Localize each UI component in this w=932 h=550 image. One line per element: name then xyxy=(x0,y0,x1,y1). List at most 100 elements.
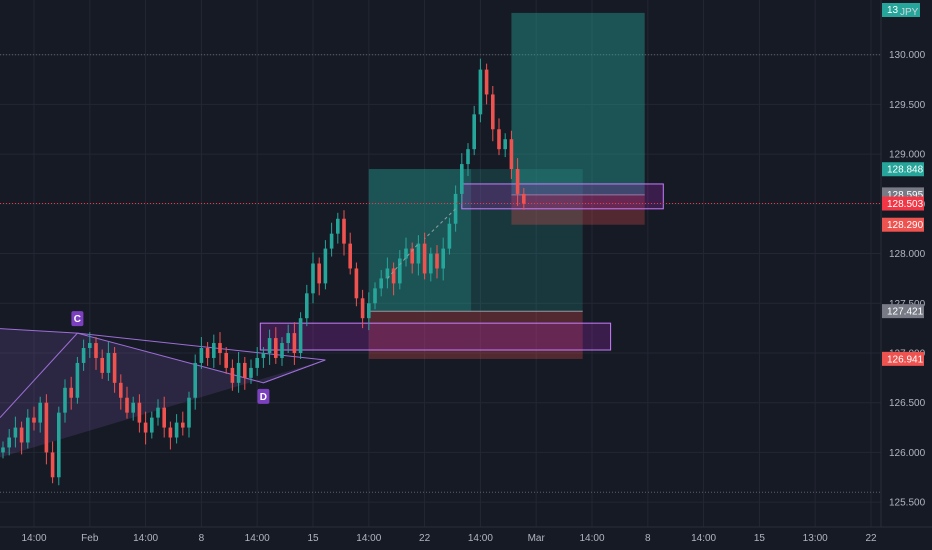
candle-body xyxy=(497,129,501,150)
candle-body xyxy=(100,357,104,373)
candle-body xyxy=(69,387,73,398)
candle-body xyxy=(342,218,346,244)
candle-body xyxy=(329,233,334,249)
x-tick-label: 14:00 xyxy=(579,533,604,544)
candle-body xyxy=(199,348,204,363)
price-tag-bg xyxy=(882,304,924,319)
candle-body xyxy=(491,94,495,130)
candle-body xyxy=(88,343,92,349)
candle-body xyxy=(150,417,154,433)
price-tag-label: 127.421 xyxy=(887,307,924,318)
candle-body xyxy=(125,397,129,413)
profit-zone[interactable] xyxy=(368,169,583,312)
pattern-point-badge[interactable] xyxy=(71,311,84,327)
candle-body xyxy=(478,69,483,115)
candle-body xyxy=(13,427,18,438)
candle-body xyxy=(280,343,284,358)
candle-body xyxy=(243,362,247,378)
pattern-leg xyxy=(0,332,78,418)
candle-body xyxy=(255,357,259,368)
candle-body xyxy=(181,422,185,428)
candle-body xyxy=(106,352,111,373)
header-price-tag: 13 JPY xyxy=(882,3,920,18)
candle-body xyxy=(298,318,303,353)
projection-dash xyxy=(387,243,419,279)
time-axis[interactable]: 14:00 Feb 14:00 8 14:00 15 14:00 22 14:00 Mar 14:0… xyxy=(21,533,877,544)
y-tick-label: 125.500 xyxy=(889,498,926,509)
candle-body xyxy=(137,402,142,423)
grid xyxy=(0,0,881,527)
candle-body xyxy=(422,243,427,274)
candle-body xyxy=(305,293,309,319)
x-tick-label: 15 xyxy=(754,533,766,544)
pattern-fill xyxy=(0,328,326,458)
candle-body xyxy=(75,362,80,398)
price-tag-bg xyxy=(882,217,924,232)
candle-body xyxy=(385,268,390,279)
candle-body xyxy=(404,248,408,259)
candle-body xyxy=(460,164,464,194)
candle-body xyxy=(441,248,445,269)
header-tag-unit: JPY xyxy=(900,7,919,18)
price-tag-label: 128.848 xyxy=(887,165,924,176)
x-tick-label: 8 xyxy=(199,533,205,544)
candle-body xyxy=(38,402,42,423)
candle-body xyxy=(435,253,439,269)
demand-zone-rect[interactable] xyxy=(259,322,612,351)
candle-body xyxy=(367,303,371,319)
candle-body xyxy=(236,362,241,383)
candle-body xyxy=(1,447,5,453)
candle-body xyxy=(447,223,452,249)
x-tick-label: 14:00 xyxy=(245,533,270,544)
x-tick-label: 14:00 xyxy=(21,533,46,544)
candle-body xyxy=(205,348,210,358)
triangle-pattern[interactable]: CD xyxy=(0,311,326,458)
candle-body xyxy=(143,422,148,433)
profit-zone[interactable] xyxy=(511,12,645,195)
pattern-point-badge[interactable] xyxy=(257,388,270,404)
x-tick-label: 15 xyxy=(307,533,319,544)
position-tools[interactable] xyxy=(368,12,645,359)
x-tick-label: Mar xyxy=(528,533,546,544)
candles xyxy=(1,58,526,486)
price-tag-bg xyxy=(882,351,924,366)
demand-zone-rect[interactable] xyxy=(461,183,664,210)
candle-body xyxy=(224,352,228,368)
pattern-point-label: C xyxy=(74,314,81,325)
candle-body xyxy=(212,343,216,358)
candle-body xyxy=(119,382,123,398)
candle-body xyxy=(267,338,272,353)
candle-body xyxy=(32,417,36,423)
y-tick-label: 130.000 xyxy=(889,50,926,61)
candle-body xyxy=(261,352,266,358)
candle-body xyxy=(193,362,197,398)
loss-zone[interactable] xyxy=(368,311,583,359)
candle-body xyxy=(249,367,253,378)
candle-body xyxy=(131,402,135,413)
candle-body xyxy=(94,343,98,358)
x-tick-label: 13:00 xyxy=(803,533,828,544)
price-tag-label: 126.941 xyxy=(887,354,924,365)
y-tick-label: 126.500 xyxy=(889,398,926,409)
y-tick-label: 129.000 xyxy=(889,150,926,161)
x-tick-label: Feb xyxy=(81,533,99,544)
candle-body xyxy=(230,367,235,383)
demand-zones[interactable] xyxy=(259,183,664,351)
candle-body xyxy=(311,263,315,294)
candle-body xyxy=(522,193,526,204)
candle-body xyxy=(50,452,55,478)
candle-body xyxy=(26,417,30,443)
candle-body xyxy=(429,253,433,274)
candle-body xyxy=(416,243,421,264)
candle-body xyxy=(174,422,179,438)
y-tick-label: 129.500 xyxy=(889,100,926,111)
loss-zone[interactable] xyxy=(511,194,645,225)
candle-body xyxy=(168,427,173,438)
header-tag-bg xyxy=(882,3,920,17)
candle-body xyxy=(112,352,117,383)
candle-body xyxy=(162,407,166,428)
candle-body xyxy=(187,397,191,428)
